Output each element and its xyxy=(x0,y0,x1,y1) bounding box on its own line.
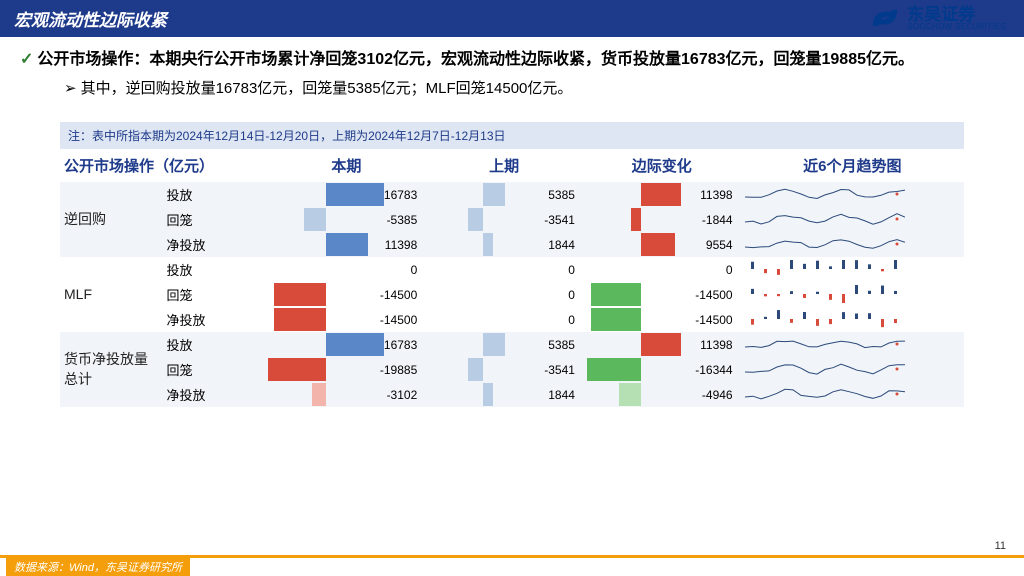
footer-source: 数据来源：Wind，东吴证券研究所 xyxy=(6,558,190,576)
metric-label: 投放 xyxy=(162,332,267,357)
col-header-4: 近6个月趋势图 xyxy=(741,149,964,182)
logo-icon xyxy=(869,2,901,34)
group-label: MLF xyxy=(60,257,162,332)
delta-cell: 11398 xyxy=(583,332,741,357)
col-header-0: 公开市场操作（亿元） xyxy=(60,149,268,182)
col-header-3: 边际变化 xyxy=(583,149,741,182)
sparkline xyxy=(741,232,964,257)
cur-cell: -19885 xyxy=(268,357,426,382)
prev-cell: 1844 xyxy=(425,382,583,407)
delta-cell: 0 xyxy=(583,257,741,282)
prev-cell: 0 xyxy=(425,307,583,332)
bullet1-text: 本期央行公开市场累计净回笼3102亿元，宏观流动性边际收紧，货币投放量16783… xyxy=(149,51,914,68)
sparkline xyxy=(741,332,964,357)
sparkline xyxy=(741,382,964,407)
metric-label: 投放 xyxy=(162,257,267,282)
cur-cell: 11398 xyxy=(268,232,426,257)
table-row: 净投放 -3102 1844 -4946 xyxy=(60,382,964,407)
brand-logo: 东吴证券 SOOCHOW SECURITIES xyxy=(869,2,1006,34)
metric-label: 净投放 xyxy=(162,382,267,407)
cur-cell: 0 xyxy=(268,257,426,282)
prev-cell: -3541 xyxy=(425,207,583,232)
delta-cell: -14500 xyxy=(583,307,741,332)
delta-cell: 11398 xyxy=(583,182,741,207)
delta-cell: -1844 xyxy=(583,207,741,232)
cur-cell: -3102 xyxy=(268,382,426,407)
table-row: 净投放 -14500 0 -14500 xyxy=(60,307,964,332)
bullet2-text: 其中，逆回购投放量16783亿元，回笼量5385亿元；MLF回笼14500亿元。 xyxy=(81,80,573,97)
sparkline xyxy=(741,182,964,207)
table-row: 逆回购 投放 16783 5385 11398 xyxy=(60,182,964,207)
bullet1-label: 公开市场操作： xyxy=(37,51,149,68)
cur-cell: 16783 xyxy=(268,332,426,357)
delta-cell: -14500 xyxy=(583,282,741,307)
sparkline xyxy=(741,257,964,282)
table-row: 货币净投放量总计 投放 16783 5385 11398 xyxy=(60,332,964,357)
cur-cell: -14500 xyxy=(268,282,426,307)
data-table-wrap: 注：表中所指本期为2024年12月14日-12月20日，上期为2024年12月7… xyxy=(60,122,964,407)
brand-name-en: SOOCHOW SECURITIES xyxy=(907,23,1006,31)
sparkline xyxy=(741,207,964,232)
prev-cell: 5385 xyxy=(425,332,583,357)
cur-cell: 16783 xyxy=(268,182,426,207)
group-label: 货币净投放量总计 xyxy=(60,332,162,407)
table-row: 回笼 -19885 -3541 -16344 xyxy=(60,357,964,382)
delta-cell: -4946 xyxy=(583,382,741,407)
table-note: 注：表中所指本期为2024年12月14日-12月20日，上期为2024年12月7… xyxy=(60,122,964,149)
prev-cell: 5385 xyxy=(425,182,583,207)
page-number: 11 xyxy=(995,540,1006,552)
sparkline xyxy=(741,307,964,332)
sparkline xyxy=(741,282,964,307)
cur-cell: -5385 xyxy=(268,207,426,232)
cur-cell: -14500 xyxy=(268,307,426,332)
bullet-level-1: ✓公开市场操作：本期央行公开市场累计净回笼3102亿元，宏观流动性边际收紧，货币… xyxy=(20,47,1004,73)
group-label: 逆回购 xyxy=(60,182,162,257)
metric-label: 回笼 xyxy=(162,207,267,232)
check-icon: ✓ xyxy=(20,51,33,68)
prev-cell: -3541 xyxy=(425,357,583,382)
metric-label: 回笼 xyxy=(162,357,267,382)
metric-label: 净投放 xyxy=(162,232,267,257)
metric-label: 回笼 xyxy=(162,282,267,307)
prev-cell: 0 xyxy=(425,282,583,307)
delta-cell: -16344 xyxy=(583,357,741,382)
brand-name-cn: 东吴证券 xyxy=(907,6,1006,23)
col-header-2: 上期 xyxy=(425,149,583,182)
table-row: 回笼 -14500 0 -14500 xyxy=(60,282,964,307)
triangle-icon: ➢ xyxy=(64,80,77,97)
metric-label: 净投放 xyxy=(162,307,267,332)
sparkline xyxy=(741,357,964,382)
table-row: MLF 投放 0 0 0 xyxy=(60,257,964,282)
table-row: 回笼 -5385 -3541 -1844 xyxy=(60,207,964,232)
prev-cell: 0 xyxy=(425,257,583,282)
metric-label: 投放 xyxy=(162,182,267,207)
bullet-level-2: ➢其中，逆回购投放量16783亿元，回笼量5385亿元；MLF回笼14500亿元… xyxy=(64,77,1004,98)
col-header-1: 本期 xyxy=(268,149,426,182)
omo-table: 公开市场操作（亿元） 本期 上期 边际变化 近6个月趋势图 逆回购 投放 167… xyxy=(60,149,964,407)
table-row: 净投放 11398 1844 9554 xyxy=(60,232,964,257)
prev-cell: 1844 xyxy=(425,232,583,257)
delta-cell: 9554 xyxy=(583,232,741,257)
